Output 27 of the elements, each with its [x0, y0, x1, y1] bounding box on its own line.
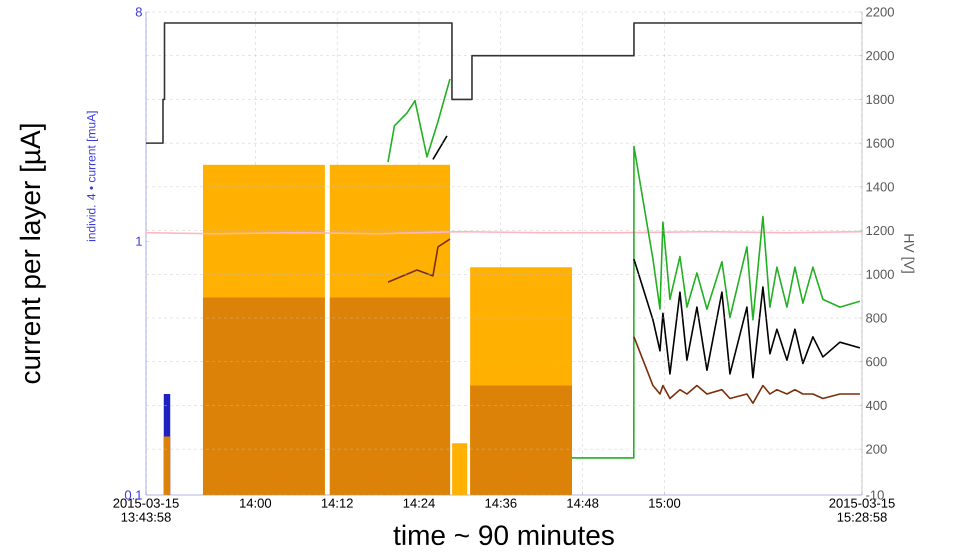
y2-tick-label: 1000 — [866, 270, 894, 279]
x-tick-label: 14:00 — [240, 498, 272, 508]
x-tick-label: 14:36 — [486, 498, 517, 508]
y2-axis-title: HV [V] — [901, 234, 914, 273]
x-tick-label: 15:00 — [649, 498, 680, 508]
y2-tick-label: 200 — [866, 444, 887, 454]
y-tick-label: 8 — [136, 7, 142, 17]
y2-tick-label: 600 — [866, 357, 887, 366]
y2-tick-label: 1200 — [866, 226, 894, 236]
y-tick-label: 0.1 — [124, 490, 142, 500]
y2-tick-label: 400 — [866, 400, 887, 410]
x-tick-label: 14:12 — [322, 498, 353, 508]
y-axis-title: current per layer [µA] — [20, 124, 46, 384]
y2-tick-label: -10 — [866, 490, 884, 500]
text: individ. 4 • current [muA] — [86, 111, 98, 242]
x-tick-label: 2015-03-15 13:43:58 — [113, 498, 179, 522]
y2-tick-label: 800 — [866, 313, 887, 323]
y2-tick-label: 2200 — [866, 7, 894, 17]
y2-tick-label: 1600 — [866, 138, 894, 148]
x-tick-label: 2015-03-15 15:28:58 — [829, 498, 895, 522]
y2-tick-label: 1800 — [866, 94, 894, 104]
y2-tick-label: 1400 — [866, 182, 894, 192]
x-tick-label: 14:48 — [567, 498, 598, 508]
x-tick-label: 14:24 — [404, 498, 435, 508]
y-tick-label: 1 — [136, 236, 142, 246]
y2-tick-label: 2000 — [866, 51, 894, 60]
x-axis-title: time ~ 90 minutes — [394, 524, 614, 546]
